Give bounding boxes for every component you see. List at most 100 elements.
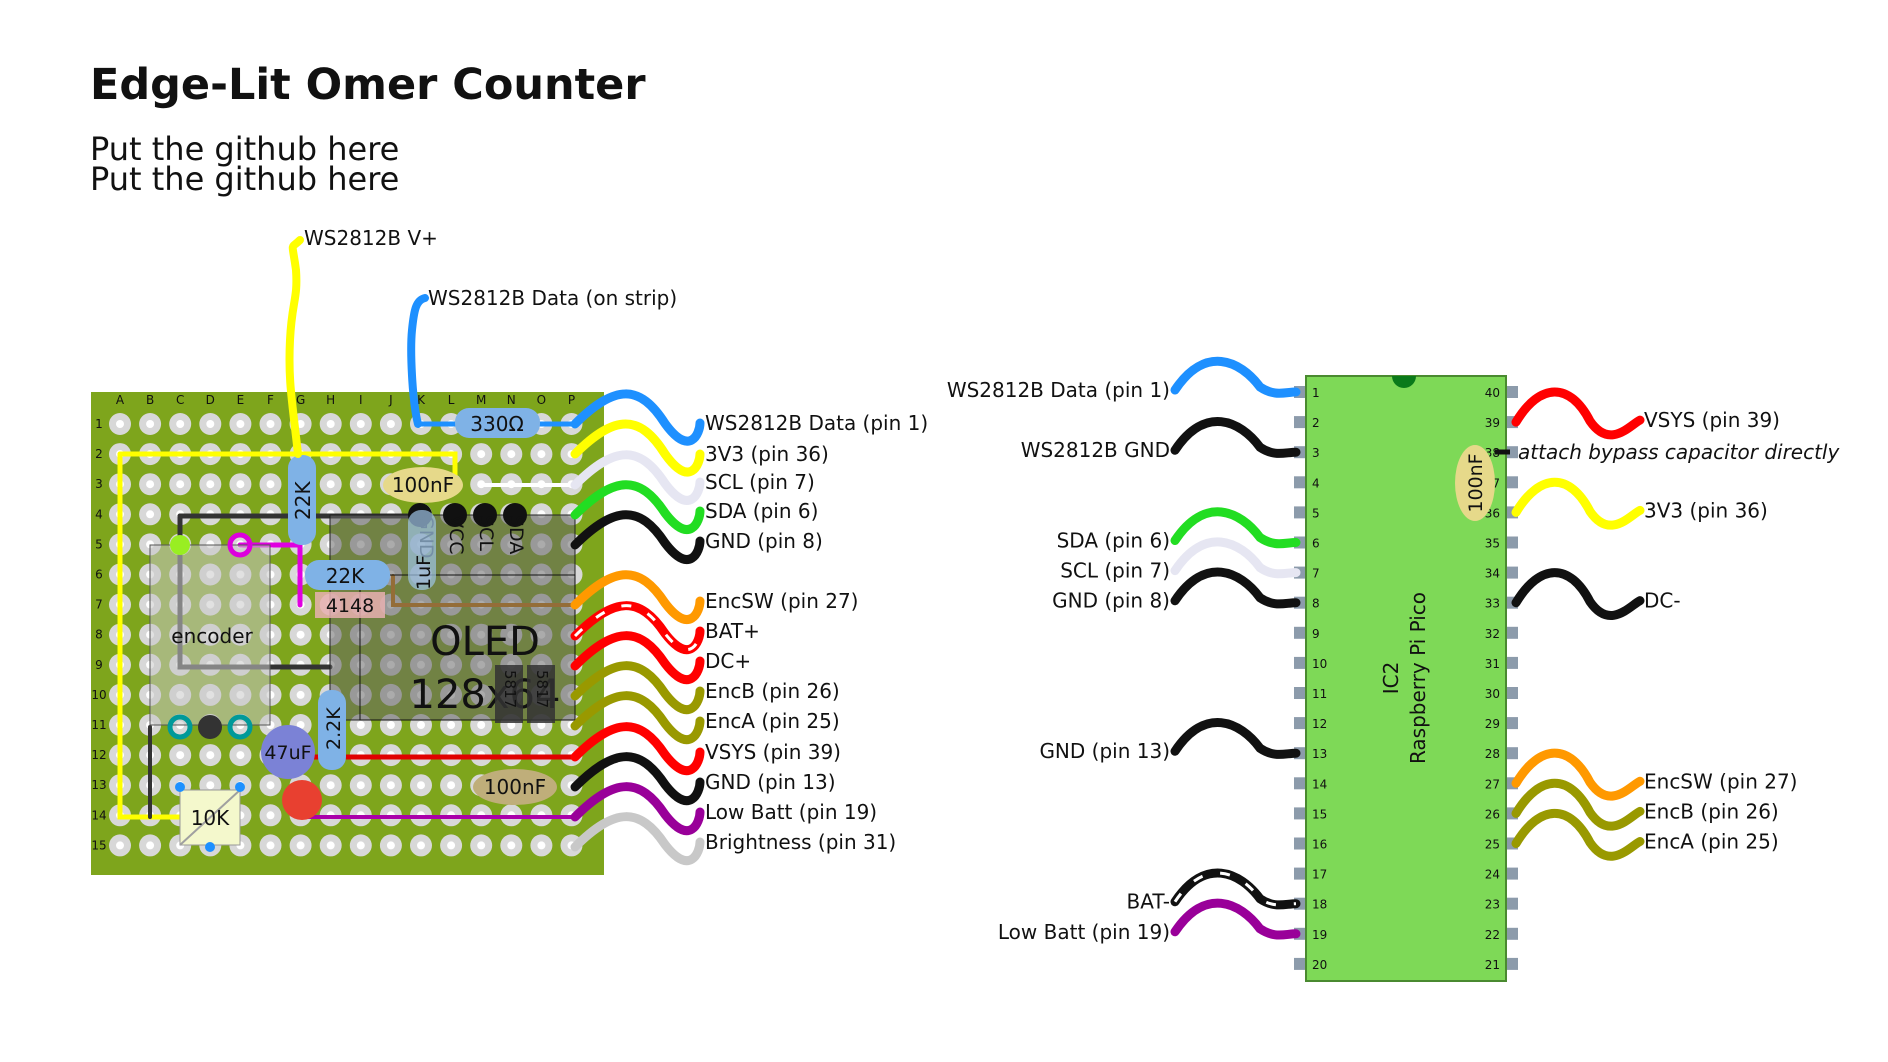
board-hole-center [206,781,215,790]
capacitor-47uf [261,725,315,779]
pico-pin-pad [1506,957,1518,970]
pico-pin-pad [1294,867,1306,880]
pico-pin-pad [1506,446,1518,459]
board-hole-center [447,781,456,790]
pico-left-wire [1170,357,1301,398]
yellow-jumper-left [117,451,183,820]
pico-left-wire-label: SDA (pin 6) [1057,529,1170,553]
pico-bypass-note: attach bypass capacitor directly [1518,440,1840,464]
board-hole-center [206,751,215,760]
pico-pin-number: 28 [1485,747,1500,761]
row-label: 9 [95,658,103,672]
schottky-diode-1 [495,665,523,723]
oled-label-line-1: OLED [430,619,540,665]
potentiometer-10k-label: 10K [191,806,230,830]
board-hole-center [537,450,546,459]
board-right-wire-label: EncB (pin 26) [705,679,840,703]
board-hole-center [356,841,365,850]
pico-pin-number: 3 [1312,446,1320,460]
pico-left-wire [1170,537,1301,579]
oled-pin-sda [503,503,527,527]
pico-pin-pad [1294,416,1306,429]
board-hole-center [146,420,155,428]
column-label: K [417,393,426,407]
board-hole-center [206,420,215,428]
row-label: 13 [91,778,106,792]
pico-left-wire [1170,507,1301,549]
pico-pin-number: 5 [1312,506,1320,520]
board-hole-center [417,721,425,729]
board-top-wire-label: WS2812B Data (on strip) [428,286,677,310]
pico-right-wire-label: EncA (pin 25) [1644,830,1779,854]
row-label: 1 [95,417,103,431]
board-hole-center [417,841,425,850]
row-label: 6 [95,568,103,582]
board-hole-center [146,510,155,519]
board-right-wire-label: Brightness (pin 31) [705,830,896,854]
pico-left-wire-label: WS2812B Data (pin 1) [947,378,1170,402]
pico-pin-number: 21 [1485,958,1500,972]
pico-pin-pad [1294,717,1306,730]
pico-left-wire [1170,898,1301,940]
board-right-wire-label: GND (pin 13) [705,770,836,794]
pico-right-wire-label: EncB (pin 26) [1644,799,1779,823]
pico-pin-number: 15 [1312,807,1327,821]
pico-pin-number: 22 [1485,928,1500,942]
board-hole-center [206,480,215,489]
encoder-pin-switch-2 [227,532,253,558]
pico-right-wire [1511,387,1645,440]
pico-left-wire-label: BAT- [1127,890,1170,914]
pico-left-wire-label: Low Batt (pin 19) [998,920,1170,944]
pot-pin-2 [235,782,245,792]
row-label: 4 [95,507,103,521]
column-label: I [359,393,363,407]
pico-left-wire [1170,417,1301,458]
board-right-wire-label: SDA (pin 6) [705,499,818,523]
pico-left-wire-stripe [1173,871,1297,907]
capacitor-47uf-label: 47uF [264,742,311,764]
pico-pin-number: 20 [1312,958,1327,972]
diode-mark-2: 5817 [533,670,551,708]
pico-pin-pad [1506,687,1518,699]
board-right-wire [570,419,705,477]
subtitle-line-1: Put the github here [90,130,400,168]
pico-pin-number: 23 [1485,898,1500,912]
diode-mark-1: 5817 [501,670,519,708]
pico-right-wire-label: 3V3 (pin 36) [1644,498,1768,522]
encoder-pin-b [227,714,253,740]
board-right-wire-label: WS2812B Data (pin 1) [705,411,928,435]
board-hole-center [296,841,305,850]
board-hole-center [356,721,365,729]
board-hole-center [296,630,305,639]
pico-pin-number: 4 [1312,476,1320,490]
pico-model: Raspberry Pi Pico [1406,592,1430,764]
pico-pin-number: 2 [1312,416,1320,430]
board-hole-center [116,420,124,428]
board-top-wire [285,236,304,458]
pico-right-wire [1511,477,1645,530]
board-hole-center [236,420,245,428]
pico-pin-number: 29 [1485,717,1500,731]
row-label: 12 [91,748,106,762]
pico-left-wire-label: GND (pin 13) [1039,739,1170,763]
pico-pin-pad [1294,506,1306,519]
pico-pin-pad [1294,777,1306,790]
pico-pin-number: 19 [1312,928,1327,942]
resistor-2k2 [318,690,346,770]
oled-screen [359,574,576,721]
pico-pin-number: 32 [1485,627,1500,641]
row-label: 2 [95,447,103,461]
capacitor-100nf-bottom-label: 100nF [484,775,546,799]
board-hole-center [356,420,365,428]
pico-right-wire-label: VSYS (pin 39) [1644,408,1780,432]
pico-pin-number: 27 [1485,777,1500,791]
column-label: G [296,393,305,407]
pico-pin-number: 12 [1312,717,1327,731]
pico-right-wire [1511,748,1645,801]
diode-4148-label: 4148 [326,595,374,617]
capacitor-100nf-top-label: 100nF [392,473,454,497]
pico-pin-number: 17 [1312,868,1327,882]
board-right-wire [570,661,705,715]
